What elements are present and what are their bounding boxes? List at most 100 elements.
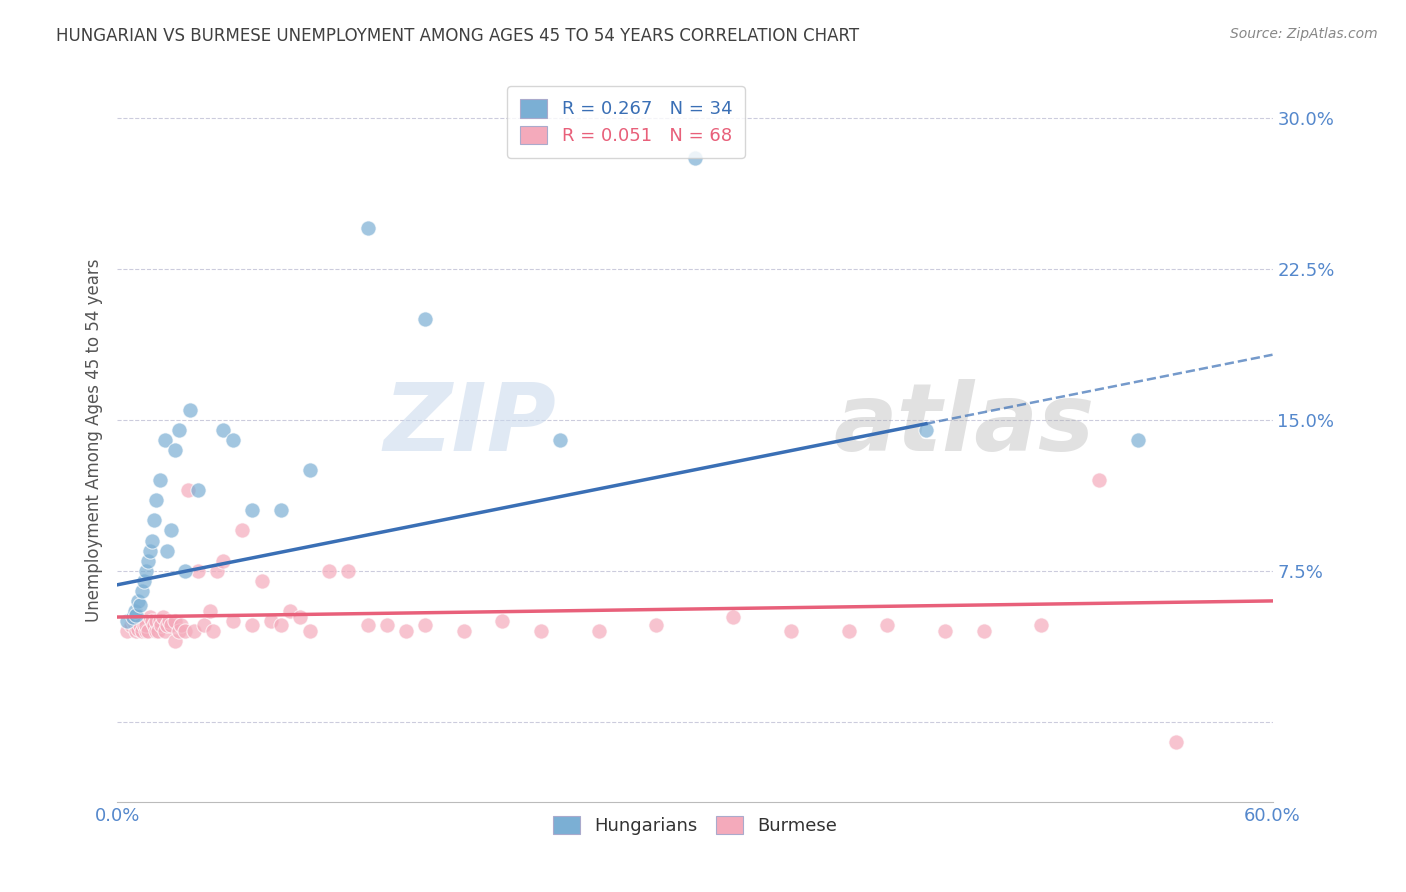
- Point: [139, 543, 162, 558]
- Point: [142, 513, 165, 527]
- Point: [121, 614, 143, 628]
- Point: [530, 624, 553, 639]
- Point: [145, 614, 167, 628]
- Point: [723, 610, 745, 624]
- Point: [250, 574, 273, 588]
- Point: [121, 610, 143, 624]
- Point: [1088, 473, 1111, 487]
- Point: [167, 423, 190, 437]
- Point: [240, 503, 263, 517]
- Point: [155, 433, 177, 447]
- Point: [356, 221, 378, 235]
- Point: [413, 312, 436, 326]
- Point: [588, 624, 610, 639]
- Point: [135, 564, 157, 578]
- Point: [375, 618, 398, 632]
- Point: [145, 493, 167, 508]
- Point: [127, 594, 149, 608]
- Text: ZIP: ZIP: [384, 379, 557, 471]
- Point: [160, 618, 183, 632]
- Point: [780, 624, 803, 639]
- Point: [187, 483, 209, 498]
- Point: [160, 524, 183, 538]
- Point: [125, 607, 148, 622]
- Point: [973, 624, 995, 639]
- Point: [141, 614, 163, 628]
- Point: [356, 618, 378, 632]
- Point: [934, 624, 956, 639]
- Point: [135, 618, 157, 632]
- Point: [163, 442, 186, 457]
- Point: [150, 618, 173, 632]
- Point: [139, 610, 162, 624]
- Point: [298, 624, 321, 639]
- Point: [148, 614, 170, 628]
- Point: [193, 618, 215, 632]
- Point: [129, 598, 152, 612]
- Point: [491, 614, 513, 628]
- Point: [395, 624, 418, 639]
- Point: [134, 574, 156, 588]
- Point: [548, 433, 571, 447]
- Point: [683, 151, 706, 165]
- Point: [212, 554, 235, 568]
- Point: [337, 564, 360, 578]
- Point: [177, 483, 200, 498]
- Point: [124, 604, 146, 618]
- Point: [124, 618, 146, 632]
- Point: [157, 614, 180, 628]
- Point: [163, 614, 186, 628]
- Point: [876, 618, 898, 632]
- Text: Source: ZipAtlas.com: Source: ZipAtlas.com: [1230, 27, 1378, 41]
- Point: [129, 618, 152, 632]
- Legend: Hungarians, Burmese: Hungarians, Burmese: [544, 806, 846, 844]
- Point: [135, 624, 157, 639]
- Point: [260, 614, 283, 628]
- Point: [453, 624, 475, 639]
- Point: [270, 618, 292, 632]
- Point: [173, 564, 195, 578]
- Point: [298, 463, 321, 477]
- Point: [1126, 433, 1149, 447]
- Point: [156, 543, 179, 558]
- Point: [115, 614, 138, 628]
- Text: HUNGARIAN VS BURMESE UNEMPLOYMENT AMONG AGES 45 TO 54 YEARS CORRELATION CHART: HUNGARIAN VS BURMESE UNEMPLOYMENT AMONG …: [56, 27, 859, 45]
- Point: [115, 624, 138, 639]
- Point: [163, 634, 186, 648]
- Point: [131, 624, 153, 639]
- Text: atlas: atlas: [834, 379, 1095, 471]
- Point: [318, 564, 340, 578]
- Point: [212, 423, 235, 437]
- Point: [179, 402, 201, 417]
- Point: [240, 618, 263, 632]
- Point: [645, 618, 668, 632]
- Point: [288, 610, 311, 624]
- Point: [207, 564, 229, 578]
- Point: [156, 618, 179, 632]
- Point: [120, 618, 142, 632]
- Point: [183, 624, 205, 639]
- Point: [131, 583, 153, 598]
- Point: [187, 564, 209, 578]
- Point: [145, 624, 167, 639]
- Point: [198, 604, 221, 618]
- Point: [231, 524, 253, 538]
- Point: [838, 624, 860, 639]
- Point: [142, 618, 165, 632]
- Point: [148, 473, 170, 487]
- Point: [1031, 618, 1053, 632]
- Point: [167, 624, 190, 639]
- Point: [170, 618, 193, 632]
- Point: [125, 614, 148, 628]
- Point: [915, 423, 938, 437]
- Point: [146, 624, 169, 639]
- Point: [280, 604, 302, 618]
- Point: [136, 554, 159, 568]
- Point: [155, 624, 177, 639]
- Y-axis label: Unemployment Among Ages 45 to 54 years: Unemployment Among Ages 45 to 54 years: [86, 258, 103, 622]
- Point: [136, 624, 159, 639]
- Point: [222, 433, 245, 447]
- Point: [270, 503, 292, 517]
- Point: [413, 618, 436, 632]
- Point: [134, 618, 156, 632]
